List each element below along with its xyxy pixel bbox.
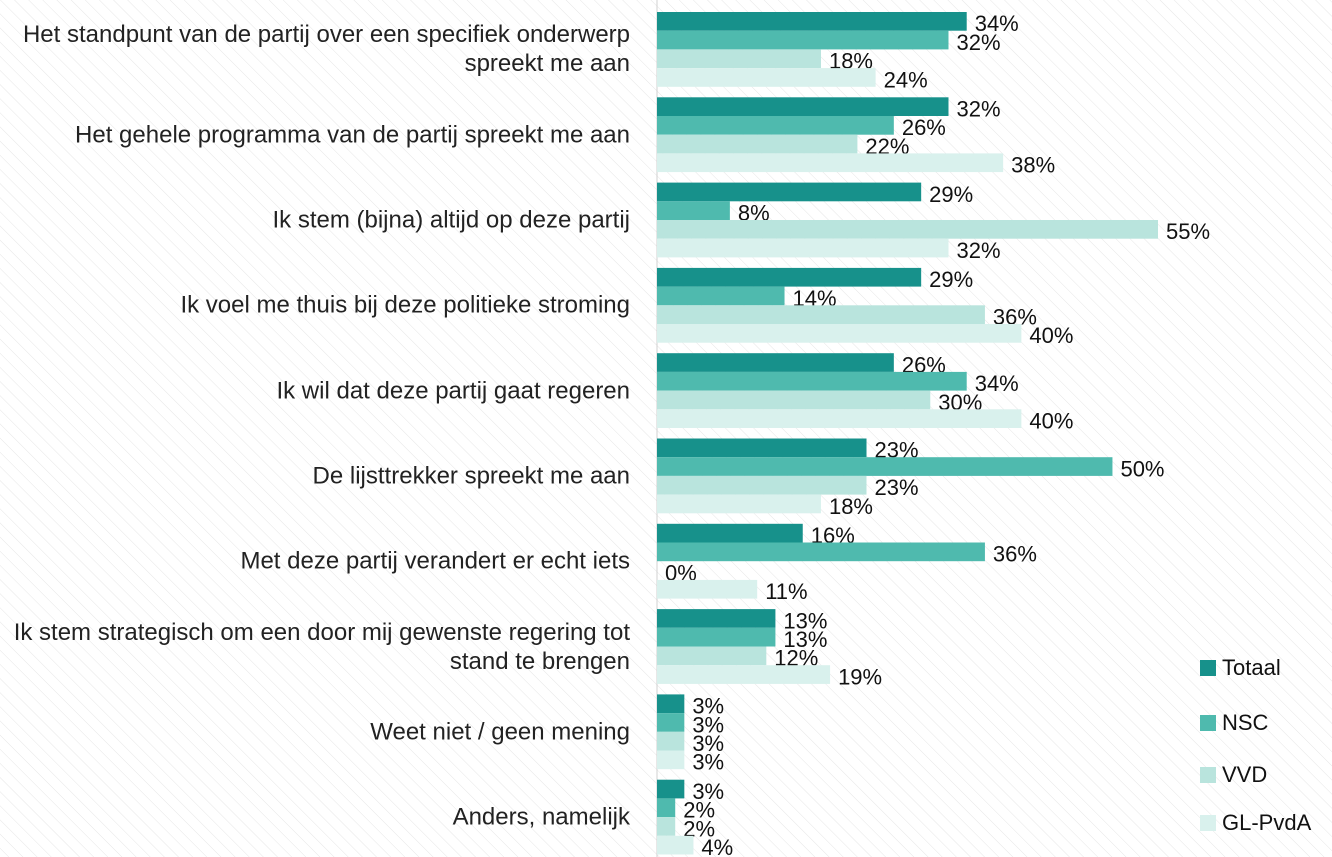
bar bbox=[657, 438, 867, 458]
bar bbox=[657, 97, 949, 116]
data-label: 29% bbox=[929, 267, 973, 292]
bar bbox=[657, 353, 894, 372]
bar bbox=[657, 835, 694, 855]
bar bbox=[657, 153, 1004, 173]
legend-swatch bbox=[1200, 767, 1216, 783]
data-label: 26% bbox=[902, 115, 946, 140]
data-label: 3% bbox=[692, 750, 724, 775]
category-label: Anders, namelijk bbox=[452, 803, 630, 831]
bar bbox=[657, 694, 685, 714]
bar bbox=[657, 579, 758, 599]
data-label: 3% bbox=[692, 731, 724, 756]
data-label: 38% bbox=[1011, 153, 1055, 178]
data-label: 19% bbox=[838, 664, 882, 689]
bar bbox=[657, 134, 858, 154]
bar bbox=[657, 665, 831, 684]
bar bbox=[657, 713, 685, 732]
data-label: 24% bbox=[884, 67, 928, 92]
data-label: 34% bbox=[975, 371, 1019, 396]
bar bbox=[657, 609, 776, 628]
legend-label: NSC bbox=[1222, 710, 1269, 735]
legend-label: GL-PvdA bbox=[1222, 810, 1312, 835]
data-label: 13% bbox=[783, 627, 827, 652]
bar bbox=[657, 542, 985, 562]
data-label: 36% bbox=[993, 542, 1037, 567]
category-label: Het gehele programma van de partij spree… bbox=[75, 121, 630, 149]
data-label: 11% bbox=[765, 579, 807, 604]
category-label: Ik wil dat deze partij gaat regeren bbox=[276, 377, 630, 405]
legend-swatch bbox=[1200, 715, 1216, 731]
bar bbox=[657, 267, 922, 287]
bar bbox=[657, 220, 1158, 239]
category-label: Ik stem (bijna) altijd op deze partij bbox=[272, 206, 631, 234]
category-label: Het standpunt van de partij over een spe… bbox=[22, 21, 630, 78]
legend-label: Totaal bbox=[1222, 655, 1281, 680]
bar bbox=[657, 49, 821, 69]
bar bbox=[657, 201, 730, 220]
category-label: De lijsttrekker spreekt me aan bbox=[312, 462, 630, 490]
data-label: 29% bbox=[929, 182, 973, 207]
data-label: 34% bbox=[975, 11, 1019, 36]
data-label: 23% bbox=[875, 475, 919, 500]
data-label: 3% bbox=[692, 712, 724, 737]
data-label: 13% bbox=[783, 608, 827, 633]
bar bbox=[657, 116, 894, 135]
data-label: 32% bbox=[956, 238, 1000, 263]
bar bbox=[657, 182, 922, 202]
bar bbox=[657, 750, 685, 770]
bar bbox=[657, 68, 876, 87]
category-label: Ik voel me thuis bij deze politieke stro… bbox=[180, 291, 630, 319]
bar bbox=[657, 457, 1113, 476]
data-label: 40% bbox=[1029, 408, 1073, 433]
category-label: Met deze partij verandert er echt iets bbox=[240, 547, 630, 575]
bar bbox=[657, 646, 767, 666]
bar bbox=[657, 286, 785, 306]
bar bbox=[657, 817, 676, 836]
bar bbox=[657, 779, 685, 799]
legend-swatch bbox=[1200, 815, 1216, 831]
bar bbox=[657, 324, 1022, 343]
bar bbox=[657, 30, 949, 50]
bar bbox=[657, 475, 867, 495]
data-label: 3% bbox=[692, 779, 724, 804]
legend-label: VVD bbox=[1222, 762, 1267, 787]
data-label: 32% bbox=[956, 96, 1000, 121]
bar bbox=[657, 371, 967, 391]
data-label: 4% bbox=[701, 835, 733, 857]
data-label: 40% bbox=[1029, 323, 1073, 348]
bar bbox=[657, 12, 967, 31]
legend-swatch bbox=[1200, 660, 1216, 676]
data-label: 2% bbox=[683, 798, 715, 823]
bar bbox=[657, 409, 1022, 428]
bar bbox=[657, 627, 776, 647]
bar bbox=[657, 305, 985, 324]
bar bbox=[657, 238, 949, 258]
category-label: Ik stem strategisch om een door mij gewe… bbox=[13, 618, 630, 675]
bar bbox=[657, 798, 676, 818]
data-label: 50% bbox=[1120, 456, 1164, 481]
data-label: 32% bbox=[956, 30, 1000, 55]
data-label: 55% bbox=[1166, 219, 1210, 244]
bar bbox=[657, 390, 931, 410]
data-label: 18% bbox=[829, 494, 873, 519]
bar bbox=[657, 523, 803, 543]
data-label: 3% bbox=[692, 694, 724, 719]
bar bbox=[657, 494, 821, 514]
bar bbox=[657, 731, 685, 751]
category-label: Weet niet / geen mening bbox=[370, 718, 630, 746]
